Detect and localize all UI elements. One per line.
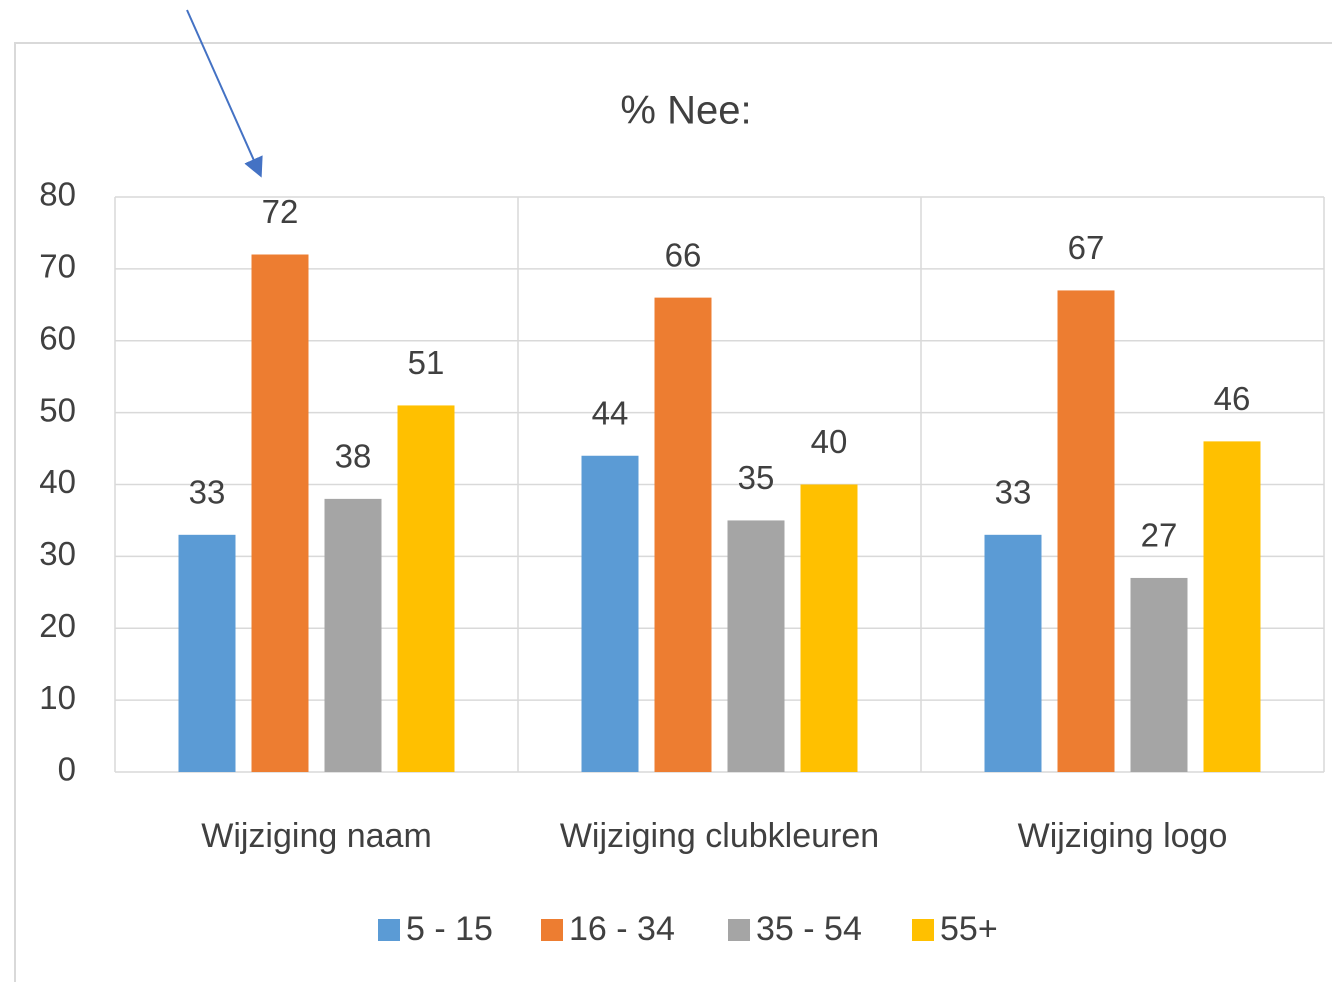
data-label: 46 (1214, 380, 1251, 417)
legend-label: 16 - 34 (569, 910, 675, 948)
data-label: 33 (189, 474, 226, 511)
y-tick-label: 60 (39, 319, 76, 356)
y-tick-label: 0 (58, 751, 76, 788)
data-label: 51 (408, 344, 445, 381)
bar (324, 498, 382, 772)
data-label: 67 (1068, 229, 1105, 266)
bar (727, 520, 785, 772)
legend-swatch (912, 919, 934, 941)
x-tick-label: Wijziging logo (1018, 817, 1228, 855)
y-tick-label: 70 (39, 248, 76, 285)
legend-swatch (728, 919, 750, 941)
bar (1057, 290, 1115, 772)
y-tick-label: 10 (39, 679, 76, 716)
annotation-arrow (186, 9, 263, 178)
bar (397, 405, 455, 772)
data-label: 66 (665, 236, 702, 273)
y-tick-label: 30 (39, 535, 76, 572)
data-label: 35 (738, 459, 775, 496)
chart-title: % Nee: (620, 89, 751, 133)
data-label: 27 (1141, 517, 1178, 554)
legend-label: 35 - 54 (756, 910, 862, 948)
bar (251, 254, 309, 772)
data-label: 40 (811, 423, 848, 460)
legend-label: 55+ (940, 910, 998, 948)
bar (1203, 441, 1261, 772)
x-tick-label: Wijziging naam (201, 817, 432, 855)
bar (581, 455, 639, 772)
bar (654, 297, 712, 772)
bar (800, 484, 858, 772)
bar (178, 534, 236, 772)
legend-swatch (541, 919, 563, 941)
y-tick-label: 40 (39, 463, 76, 500)
x-tick-label: Wijziging clubkleuren (560, 817, 879, 855)
y-tick-label: 80 (39, 176, 76, 213)
y-tick-label: 20 (39, 607, 76, 644)
bar (1130, 577, 1188, 772)
data-label: 44 (592, 394, 629, 431)
data-label: 38 (335, 438, 372, 475)
legend-swatch (378, 919, 400, 941)
data-label: 33 (995, 474, 1032, 511)
legend-label: 5 - 15 (406, 910, 493, 948)
bar (984, 534, 1042, 772)
data-label: 72 (262, 193, 299, 230)
y-tick-label: 50 (39, 391, 76, 428)
